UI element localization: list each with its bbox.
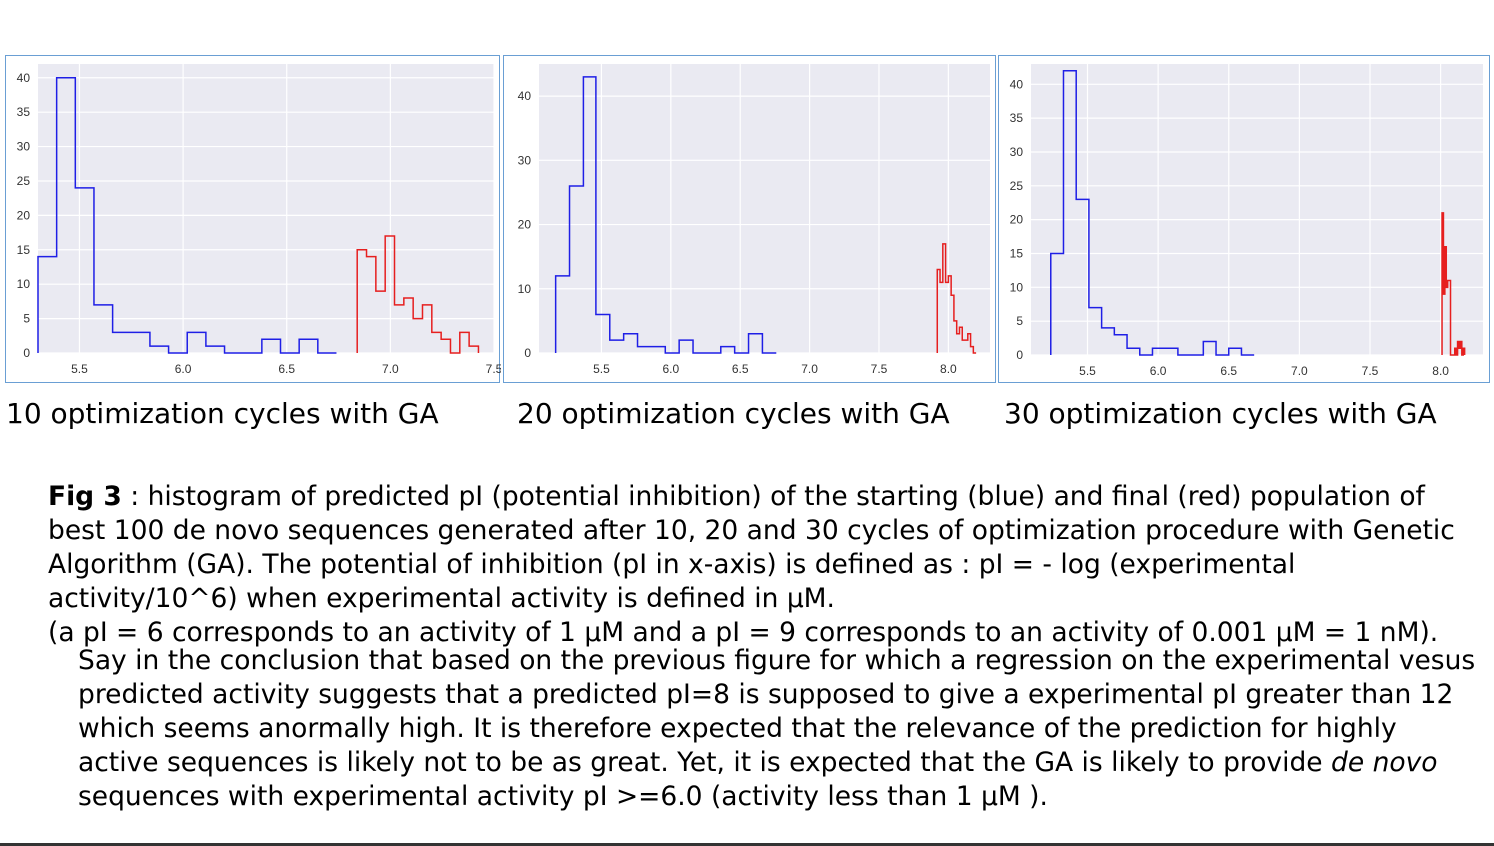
x-tick-label: 5.5 xyxy=(71,362,88,376)
x-tick-label: 7.5 xyxy=(871,362,888,376)
note-italic-text: de novo xyxy=(1331,747,1438,778)
histogram-panel-10-cycles: 5.5 6.0 6.5 7.0 7.5 0 5 10 15 20 25 30 35 40 xyxy=(5,55,501,383)
starting-population-histogram xyxy=(1050,70,1255,356)
y-tick-label: 25 xyxy=(17,174,31,188)
histogram-10-cycles: 5.5 6.0 6.5 7.0 7.5 0 5 10 15 20 25 30 35 40 xyxy=(17,64,501,376)
figure-example-note: (a pI = 6 corresponds to an activity of … xyxy=(48,617,1439,648)
y-tick-label: 30 xyxy=(17,140,31,154)
plot-area xyxy=(539,64,990,353)
x-tick-label: 7.5 xyxy=(486,362,501,376)
note-text-part1: Say in the conclusion that based on the … xyxy=(78,645,1476,778)
x-tick-label: 7.0 xyxy=(1291,364,1308,378)
x-tick-label: 8.0 xyxy=(1432,364,1449,378)
y-tick-label: 10 xyxy=(1010,280,1024,294)
page-bottom-rule xyxy=(0,843,1494,846)
x-tick-label: 8.0 xyxy=(940,362,957,376)
y-tick-label: 10 xyxy=(518,282,532,296)
y-tick-label: 5 xyxy=(1016,314,1023,328)
x-tick-label: 7.0 xyxy=(801,362,818,376)
final-population-histogram xyxy=(936,243,977,354)
x-tick-label: 5.5 xyxy=(1079,364,1096,378)
caption-20-cycles: 20 optimization cycles with GA xyxy=(517,397,950,430)
x-tick-label: 6.0 xyxy=(1150,364,1167,378)
y-tick-label: 30 xyxy=(518,153,532,167)
final-population-histogram xyxy=(356,235,480,354)
figure-caption: Fig 3 : histogram of predicted pI (poten… xyxy=(48,480,1468,650)
figure-label: Fig 3 xyxy=(48,481,122,512)
note-text-part2: sequences with experimental activity pI … xyxy=(78,781,1048,812)
figure-caption-paragraph: Fig 3 : histogram of predicted pI (poten… xyxy=(48,480,1468,616)
y-tick-label: 0 xyxy=(23,346,30,360)
x-tick-label: 6.5 xyxy=(732,362,749,376)
caption-30-cycles: 30 optimization cycles with GA xyxy=(1004,397,1437,430)
y-tick-label: 35 xyxy=(17,105,31,119)
y-tick-label: 15 xyxy=(17,243,31,257)
y-tick-label: 10 xyxy=(17,277,31,291)
histogram-panel-20-cycles: 5.5 6.0 6.5 7.0 7.5 8.0 0 10 20 30 40 xyxy=(503,55,996,383)
final-population-histogram xyxy=(1441,212,1466,356)
plot-area xyxy=(38,64,494,353)
y-tick-label: 40 xyxy=(1010,77,1024,91)
y-tick-label: 15 xyxy=(1010,246,1024,260)
x-tick-label: 6.5 xyxy=(278,362,295,376)
starting-population-histogram xyxy=(554,76,777,354)
x-tick-label: 5.5 xyxy=(593,362,610,376)
conclusion-note: Say in the conclusion that based on the … xyxy=(78,644,1478,814)
starting-population-histogram xyxy=(37,77,337,354)
histogram-20-cycles: 5.5 6.0 6.5 7.0 7.5 8.0 0 10 20 30 40 xyxy=(518,64,990,376)
y-tick-label: 40 xyxy=(518,89,532,103)
plot-area xyxy=(1031,64,1483,355)
y-tick-label: 40 xyxy=(17,71,31,85)
x-tick-label: 7.5 xyxy=(1362,364,1379,378)
y-tick-label: 25 xyxy=(1010,179,1024,193)
y-tick-label: 5 xyxy=(23,312,30,326)
x-tick-label: 6.0 xyxy=(662,362,679,376)
x-tick-label: 6.0 xyxy=(175,362,192,376)
histogram-30-cycles: 5.5 6.0 6.5 7.0 7.5 8.0 0 5 10 15 20 25 30 35 40 xyxy=(1010,64,1483,378)
y-tick-label: 0 xyxy=(524,346,531,360)
x-tick-label: 7.0 xyxy=(382,362,399,376)
y-tick-label: 20 xyxy=(17,208,31,222)
x-tick-label: 6.5 xyxy=(1220,364,1237,378)
y-tick-label: 20 xyxy=(1010,213,1024,227)
histogram-panel-30-cycles: 5.5 6.0 6.5 7.0 7.5 8.0 0 5 10 15 20 25 30 35 40 xyxy=(998,55,1490,383)
y-tick-label: 30 xyxy=(1010,145,1024,159)
y-tick-label: 35 xyxy=(1010,111,1024,125)
caption-10-cycles: 10 optimization cycles with GA xyxy=(6,397,439,430)
y-tick-label: 20 xyxy=(518,218,532,232)
y-tick-label: 0 xyxy=(1016,348,1023,362)
figure-description: : histogram of predicted pI (potential i… xyxy=(48,481,1455,614)
